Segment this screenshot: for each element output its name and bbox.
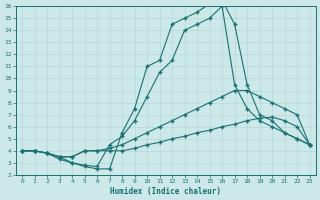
X-axis label: Humidex (Indice chaleur): Humidex (Indice chaleur): [110, 187, 221, 196]
